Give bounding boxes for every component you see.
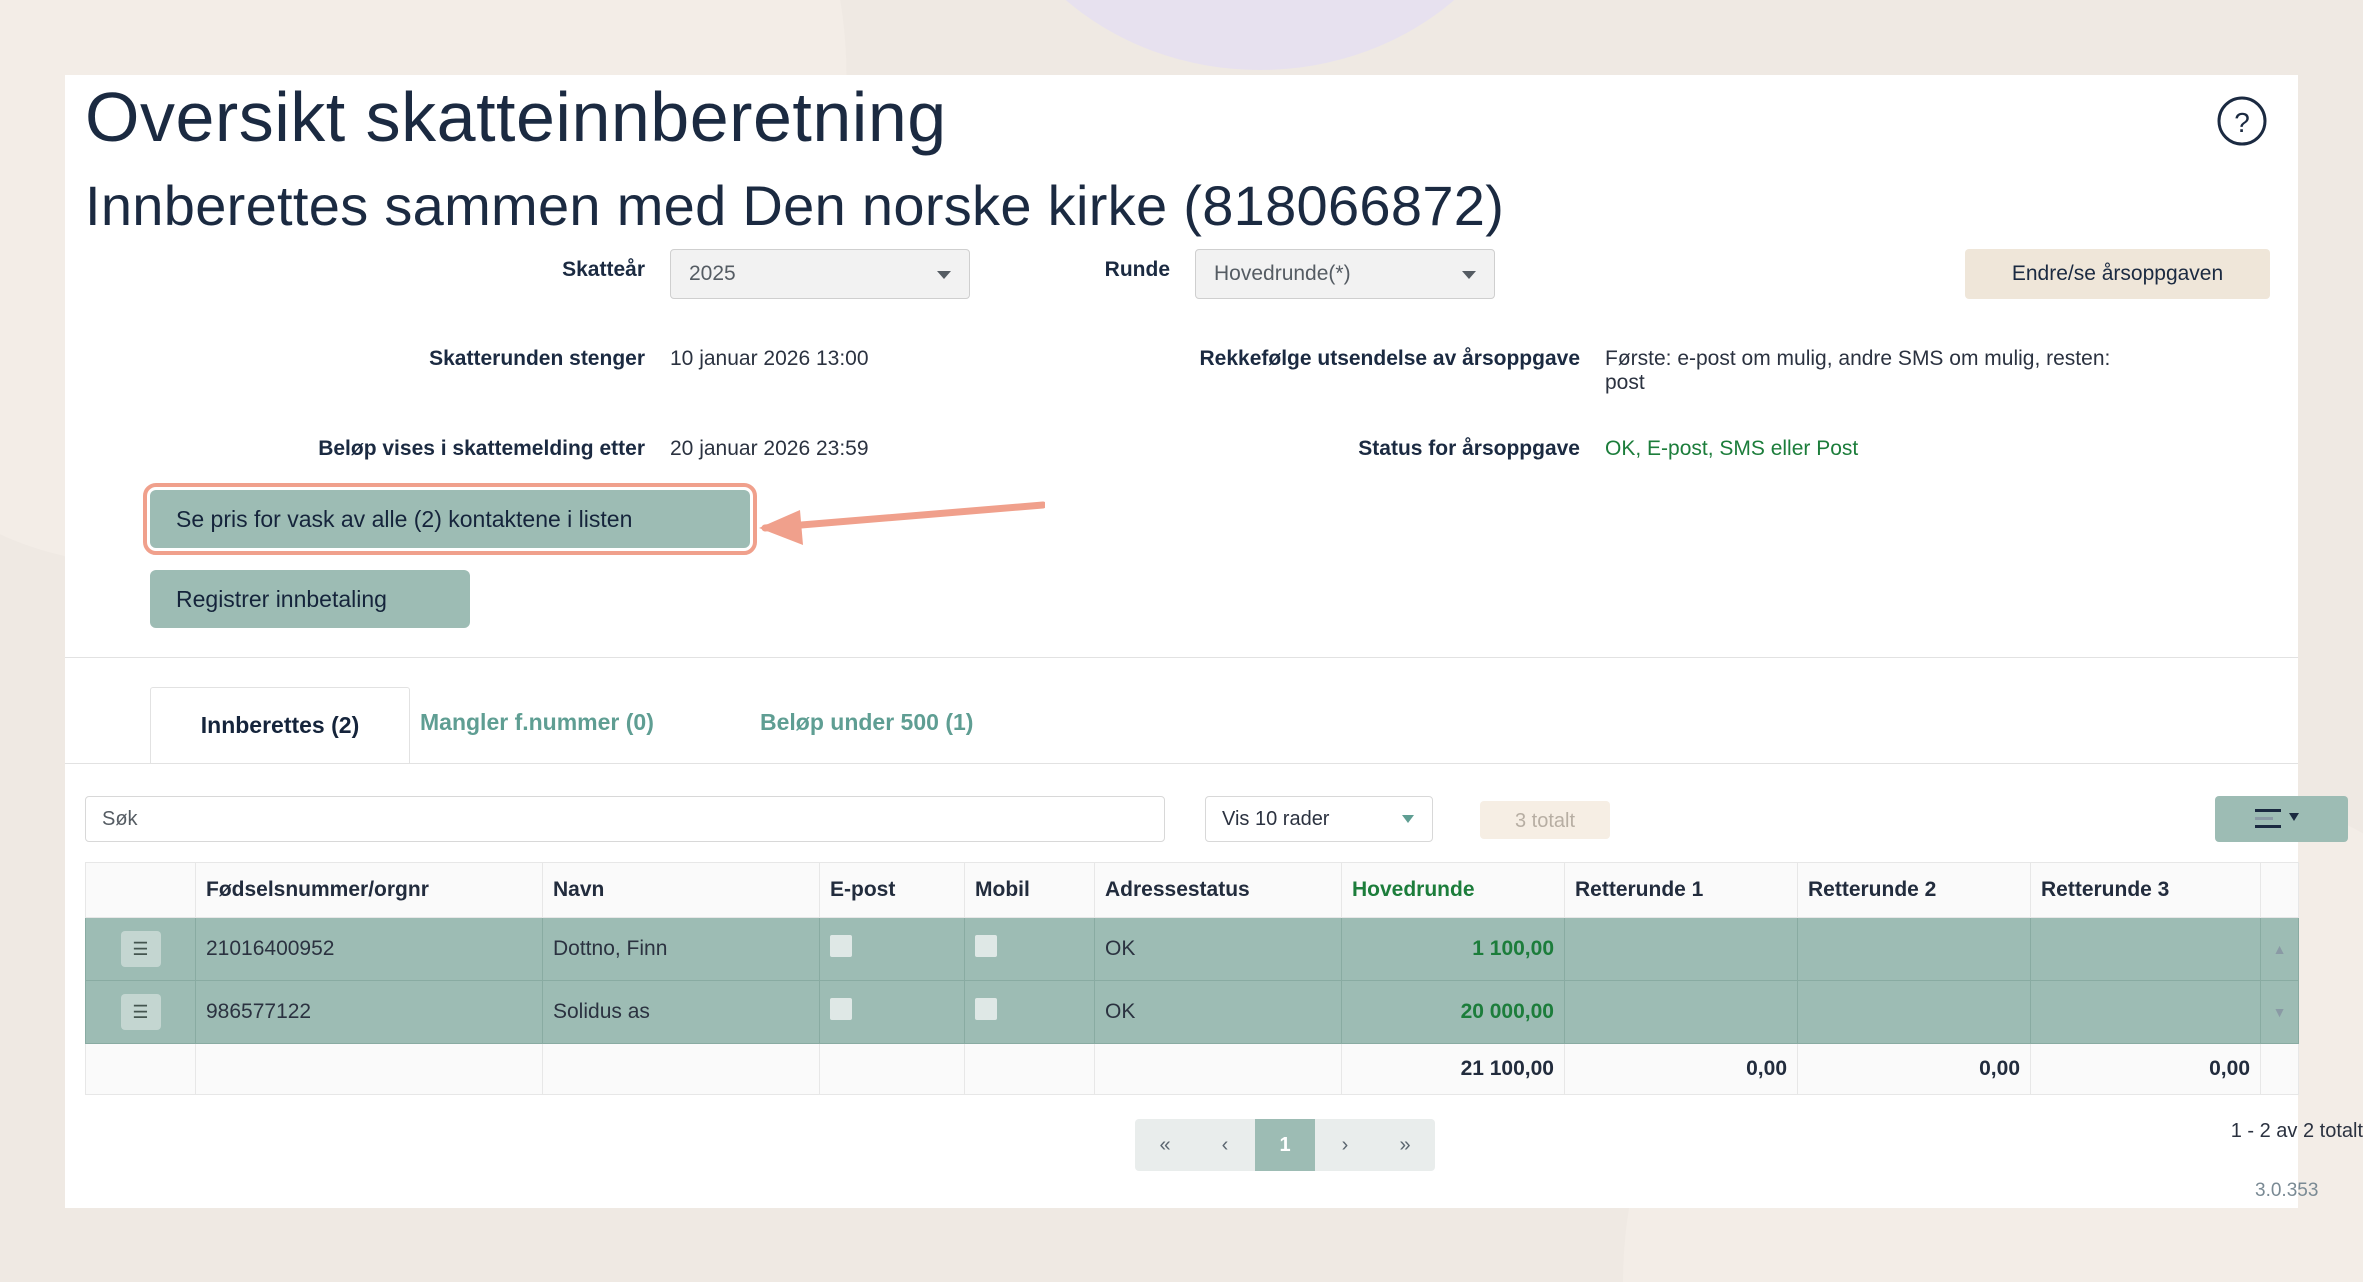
svg-text:?: ? xyxy=(2234,107,2250,138)
